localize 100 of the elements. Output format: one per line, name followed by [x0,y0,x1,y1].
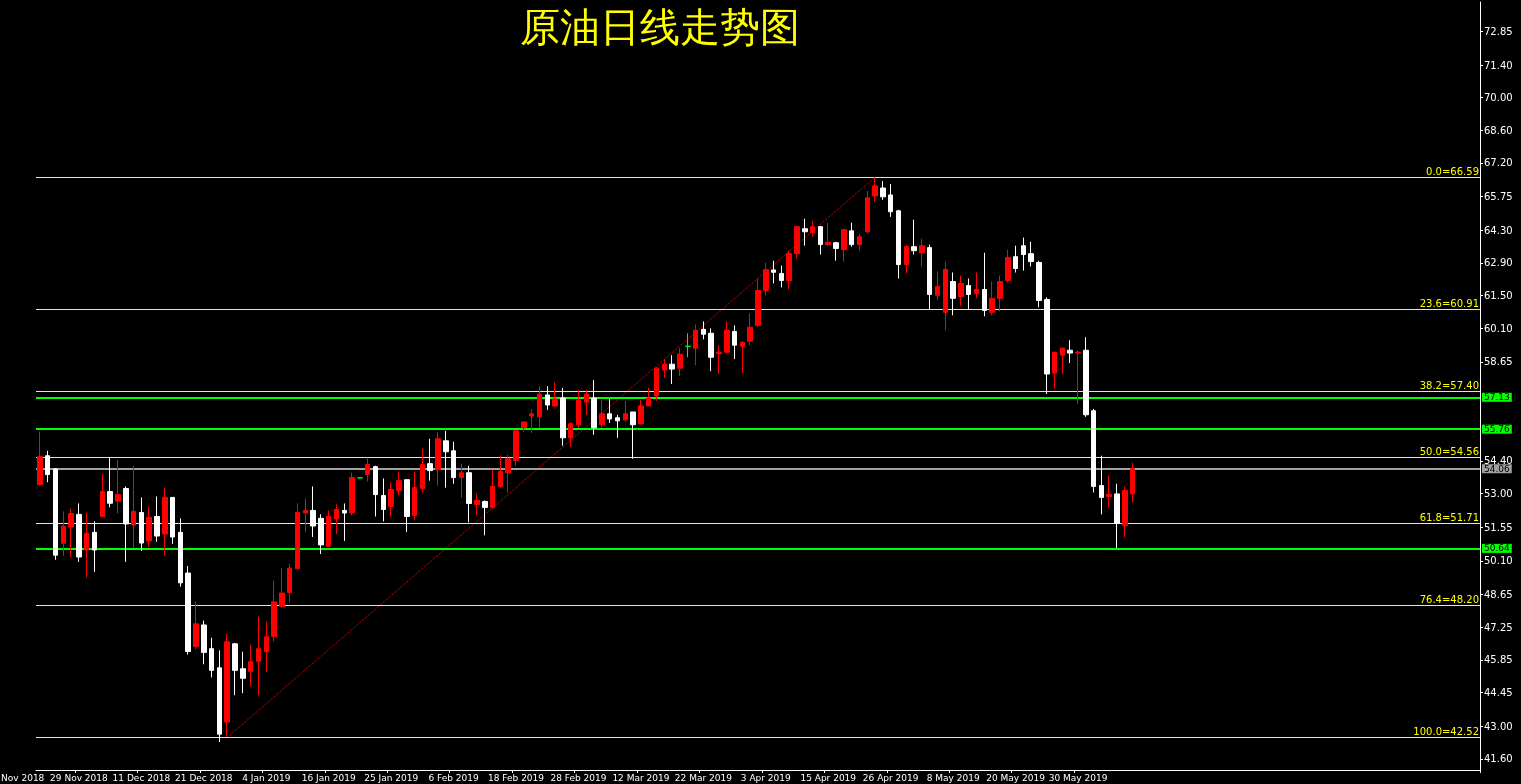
candlestick [443,430,449,489]
candlestick [623,400,628,423]
candlestick [1083,336,1089,418]
ref-line-label: 38.2=57.40 [1419,379,1479,391]
candlestick [271,580,277,642]
y-tick-label: 68.60 [1484,124,1513,136]
candlestick [786,250,792,291]
candlestick [818,226,823,256]
candlestick [1099,455,1104,515]
candlestick [1122,485,1128,538]
candlestick [1075,349,1081,405]
y-tick-label: 64.30 [1484,224,1513,236]
ref-line-label: 0.0=66.59 [1426,165,1479,177]
ref-line-label: 50.0=54.56 [1419,445,1479,457]
candlestick [654,366,659,402]
candlestick [232,642,238,696]
candlestick [427,438,433,482]
candlestick [139,496,144,552]
candlestick [61,510,66,557]
candlestick [107,457,113,508]
candlestick [982,252,987,317]
candlestick [1052,351,1057,390]
candlestick [1106,475,1112,508]
candlestick [170,496,175,545]
candlestick [825,222,831,247]
candlestick [521,421,527,433]
candlestick [599,399,605,429]
x-tick-label: 21 Dec 2018 [175,772,233,783]
candlestick [966,278,971,310]
y-tick-label: 61.50 [1484,290,1513,302]
candlestick [1013,245,1018,274]
candlestick [537,385,542,429]
candlestick [849,222,854,248]
candlestick [146,505,152,548]
candlestick [615,414,620,439]
candlestick [185,565,191,656]
candlestick [740,340,745,374]
x-tick-label: 28 Feb 2019 [550,772,607,783]
candlestick [388,481,394,517]
y-tick-label: 72.85 [1484,25,1513,37]
candlestick [404,479,410,533]
candlestick [264,620,269,673]
candlestick [997,275,1003,312]
candlestick [412,471,417,521]
x-tick-label: 16 Jan 2019 [301,772,356,783]
candlestick [209,637,214,678]
x-tick-label: 12 Mar 2019 [612,772,670,783]
y-tick-label: 45.85 [1484,654,1513,666]
candlestick [576,389,581,429]
candlestick [256,616,261,696]
candlestick [584,389,589,416]
candlestick [154,495,160,543]
candlestick [1028,241,1034,267]
text: Nov 2018 [1,772,45,783]
candlestick [334,503,339,535]
candlestick [552,381,558,408]
candlestick [1130,462,1135,504]
candlestick [1021,237,1026,272]
candlestick [178,517,183,588]
x-tick-label: 26 Apr 2019 [862,772,919,783]
candlestick [193,601,199,650]
candlestick [505,454,511,494]
candlestick [896,209,901,280]
x-tick-label: 6 Feb 2019 [428,772,479,783]
x-tick-label: 8 May 2019 [926,772,980,783]
candlestick [607,398,612,424]
candlestick [1067,339,1073,364]
candlestick [1091,408,1096,494]
candlestick [911,219,917,256]
candlestick [318,513,324,555]
candlestick [92,520,97,573]
ref-line-label: 54.06 [1484,463,1511,474]
candlestick [326,509,331,548]
y-tick-label: 71.40 [1484,59,1513,71]
candlestick [131,465,136,549]
y-tick-label: 58.65 [1484,356,1513,368]
candlestick [974,272,979,299]
candlestick [794,225,800,260]
y-tick-label: 48.65 [1484,589,1513,601]
candlestick [833,241,839,262]
ref-line-label: 100.0=42.52 [1413,725,1479,737]
candlestick [123,485,129,563]
candlestick [662,358,667,379]
candlestick [482,499,488,536]
y-tick-label: 43.00 [1484,720,1513,732]
ref-line-label: 55.76 [1484,424,1511,435]
candlestick [295,502,300,570]
y-tick-label: 41.60 [1484,753,1513,765]
x-tick-label: 29 Nov 2018 [50,772,109,783]
candlestick [279,567,285,609]
candlestick [435,431,441,487]
ref-line-label: 23.6=60.91 [1419,297,1479,309]
candlestick [84,512,89,579]
candlestick [568,421,573,448]
ref-line-label: 50.64 [1484,543,1511,554]
candlestick [240,651,246,694]
candlestick [310,485,316,538]
candlestick [342,502,347,542]
y-tick-label: 70.00 [1484,92,1513,104]
candlestick [1005,249,1011,284]
